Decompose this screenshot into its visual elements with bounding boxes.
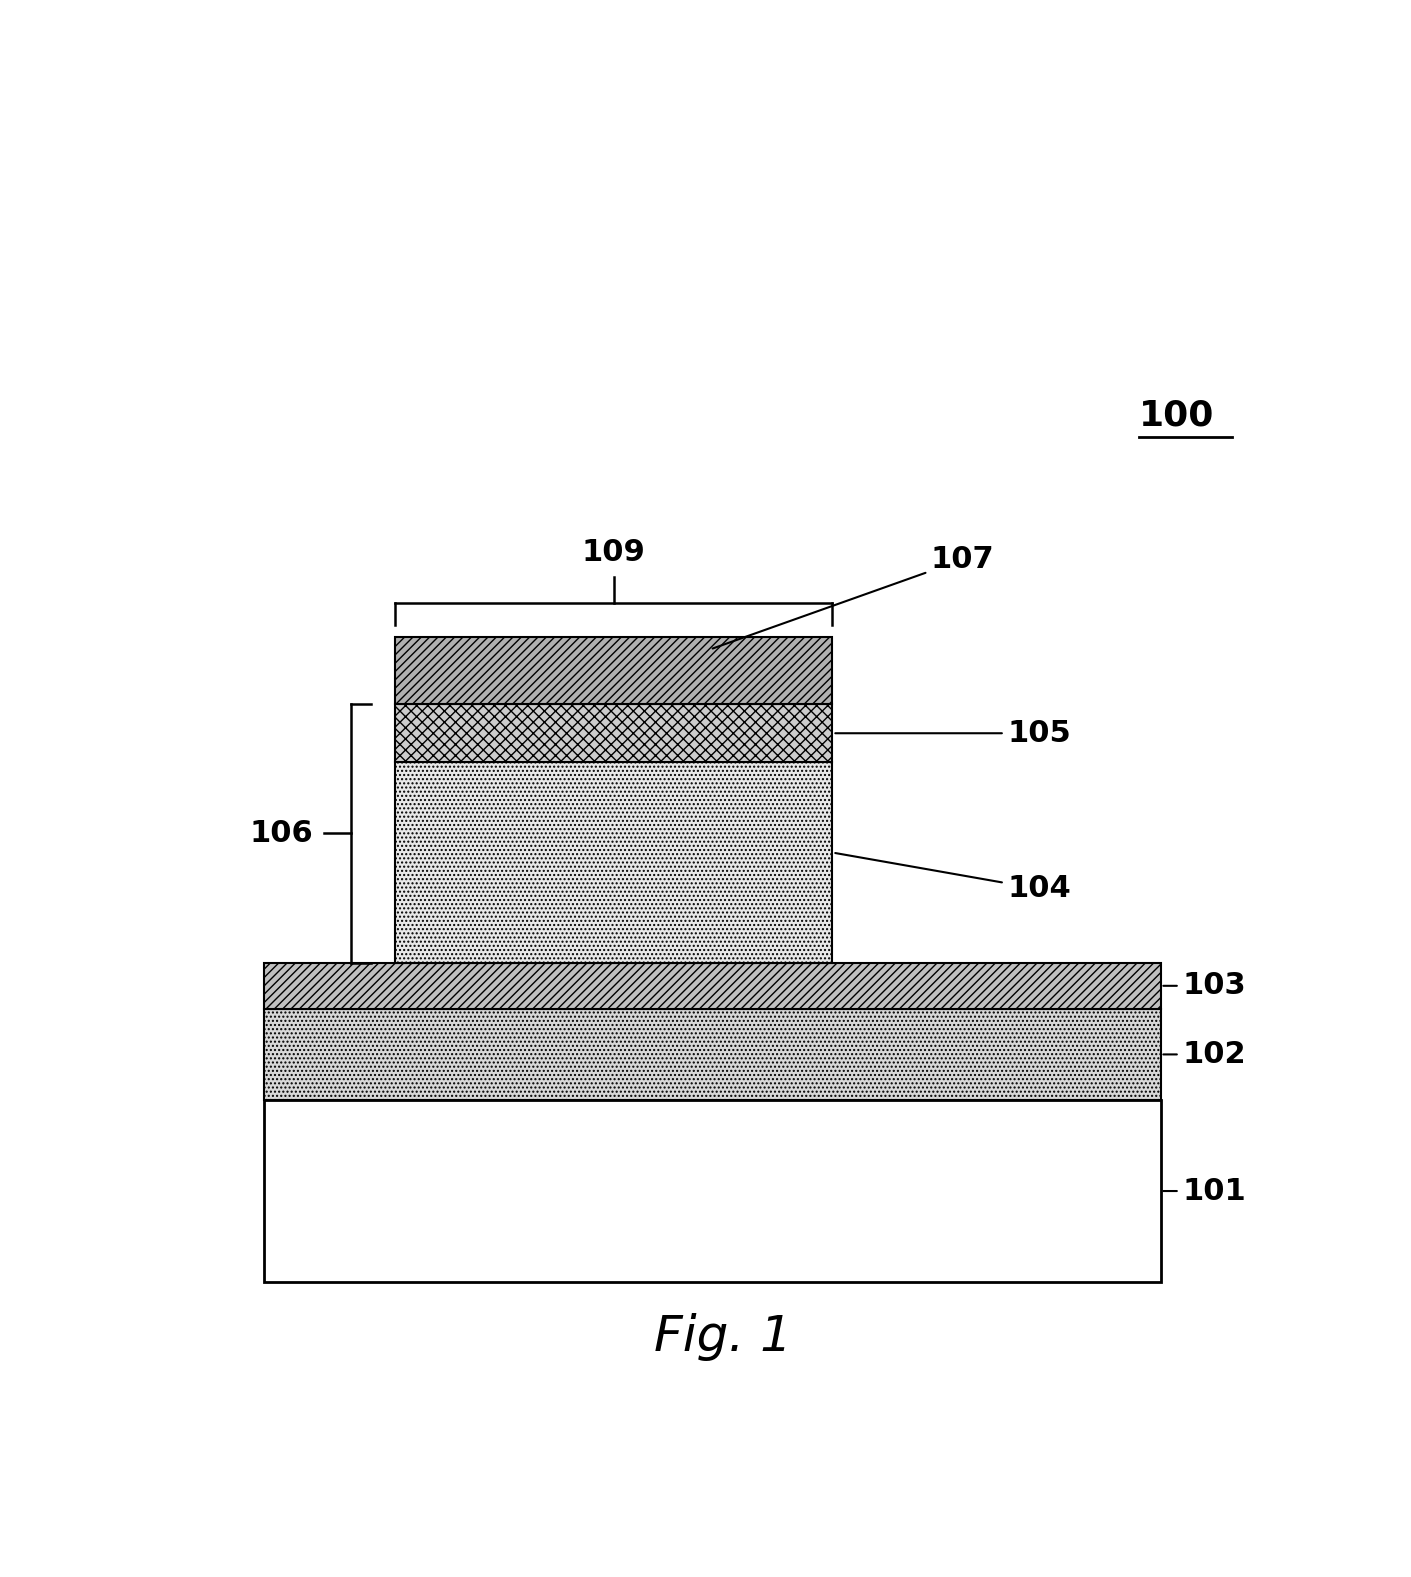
Text: 104: 104	[835, 853, 1071, 904]
Bar	[264, 1009, 1161, 1101]
Text: 105: 105	[835, 719, 1071, 747]
Text: 107: 107	[713, 546, 995, 648]
Bar	[264, 1101, 1161, 1282]
Text: 109: 109	[581, 538, 646, 566]
Text: 103: 103	[1163, 971, 1246, 1000]
Text: Fig. 1: Fig. 1	[655, 1312, 792, 1361]
Text: 106: 106	[250, 818, 313, 848]
Bar	[395, 762, 832, 962]
Text: 101: 101	[1163, 1176, 1246, 1205]
Text: 100: 100	[1139, 397, 1213, 432]
Bar	[264, 962, 1161, 1009]
Bar	[395, 637, 832, 703]
Text: 102: 102	[1163, 1039, 1246, 1069]
Bar	[395, 703, 832, 762]
